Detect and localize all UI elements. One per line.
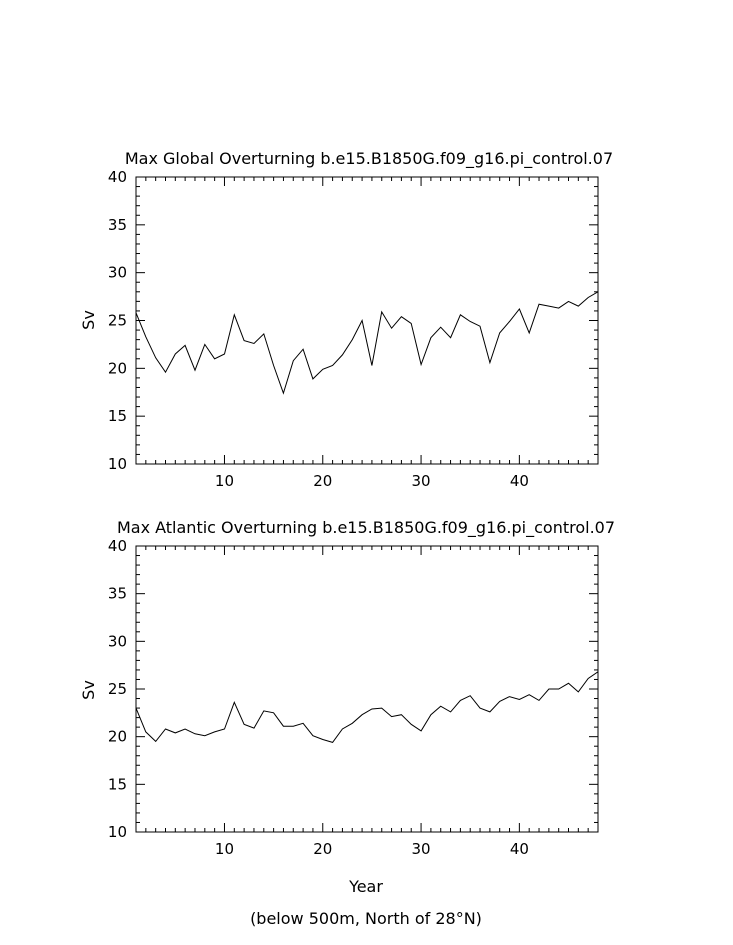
y-axis-label: Sv <box>79 680 98 700</box>
y-tick-label: 10 <box>108 823 127 841</box>
y-tick-label: 30 <box>108 632 127 650</box>
x-axis-label: Year <box>348 877 383 896</box>
global-overturning-panel: Max Global Overturning b.e15.B1850G.f09_… <box>79 149 613 490</box>
plot-frame <box>135 176 599 465</box>
y-tick-label: 20 <box>108 359 127 377</box>
y-axis-label: Sv <box>79 310 98 330</box>
y-tick-label: 35 <box>108 216 127 234</box>
x-tick-label: 30 <box>412 840 431 858</box>
x-tick-label: 30 <box>412 472 431 490</box>
y-tick-label: 15 <box>108 775 127 793</box>
chart-title: Max Atlantic Overturning b.e15.B1850G.f0… <box>117 518 615 538</box>
x-tick-label: 40 <box>510 840 529 858</box>
plot-frame <box>135 545 599 833</box>
x-tick-label: 10 <box>215 840 234 858</box>
y-tick-label: 40 <box>108 537 127 555</box>
series-line <box>136 291 598 395</box>
footnote: (below 500m, North of 28°N) <box>250 909 482 928</box>
y-tick-label: 40 <box>108 168 127 186</box>
x-tick-label: 10 <box>215 472 234 490</box>
y-tick-label: 15 <box>108 407 127 425</box>
chart-title: Max Global Overturning b.e15.B1850G.f09_… <box>125 149 613 169</box>
x-tick-label: 20 <box>313 472 332 490</box>
x-tick-label: 40 <box>510 472 529 490</box>
y-tick-label: 25 <box>108 312 127 330</box>
y-tick-label: 10 <box>108 455 127 473</box>
x-tick-label: 20 <box>313 840 332 858</box>
y-tick-label: 30 <box>108 264 127 282</box>
series-line <box>136 671 598 743</box>
y-tick-label: 35 <box>108 585 127 603</box>
y-tick-label: 20 <box>108 728 127 746</box>
y-tick-label: 25 <box>108 680 127 698</box>
atlantic-overturning-panel: Max Atlantic Overturning b.e15.B1850G.f0… <box>79 518 615 896</box>
